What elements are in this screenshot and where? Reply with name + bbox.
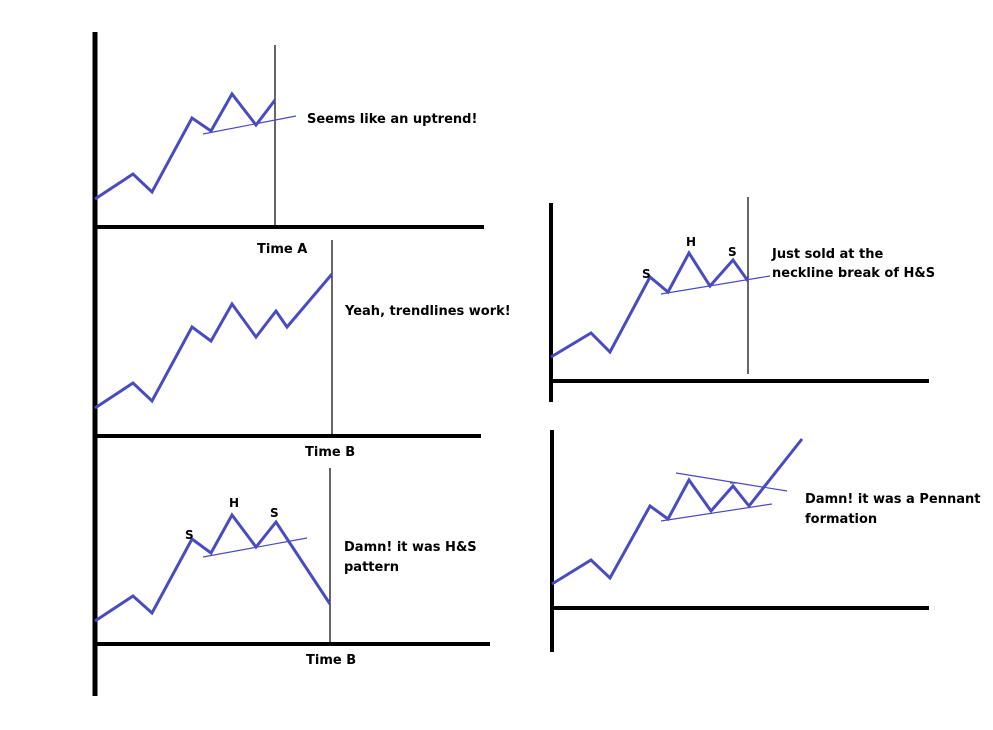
- price-line: [551, 438, 804, 586]
- panel-caption-line: Just sold at the: [771, 247, 884, 262]
- pennant-lower-line: [660, 503, 773, 522]
- neckline: [660, 275, 771, 295]
- panel-5: Damn! it was a Pennant formation: [551, 438, 980, 586]
- price-line: [94, 512, 332, 623]
- panel-caption-line: Yeah, trendlines work!: [344, 304, 511, 319]
- shoulder-label-right: S: [728, 245, 737, 259]
- panel-caption-line: pattern: [344, 560, 399, 575]
- time-label: Time A: [257, 242, 307, 257]
- trendline: [202, 115, 297, 135]
- panel-caption-line: Damn! it was a Pennant: [805, 492, 980, 507]
- head-label: H: [229, 496, 239, 510]
- price-line: [94, 273, 334, 410]
- panel-4: S H S Just sold at the neckline break of…: [550, 197, 935, 374]
- panel-caption-line: Damn! it was H&S: [344, 540, 477, 555]
- panel-caption-line: neckline break of H&S: [772, 266, 935, 281]
- shoulder-label-right: S: [270, 506, 279, 520]
- price-line: [550, 250, 750, 359]
- panel-caption-line: Seems like an uptrend!: [307, 112, 477, 127]
- price-line: [94, 91, 277, 201]
- panel-3: S H S Damn! it was H&S pattern Time B: [94, 468, 477, 668]
- shoulder-label-left: S: [185, 528, 194, 542]
- pennant-upper-line: [675, 472, 788, 492]
- time-label: Time B: [305, 445, 355, 460]
- panel-caption-line: formation: [805, 512, 877, 527]
- time-label: Time B: [306, 653, 356, 668]
- neckline: [202, 537, 308, 558]
- shoulder-label-left: S: [642, 267, 651, 281]
- head-label: H: [686, 235, 696, 249]
- panel-2: Yeah, trendlines work! Time B: [94, 240, 511, 460]
- panel-1: Seems like an uptrend! Time A: [94, 45, 477, 257]
